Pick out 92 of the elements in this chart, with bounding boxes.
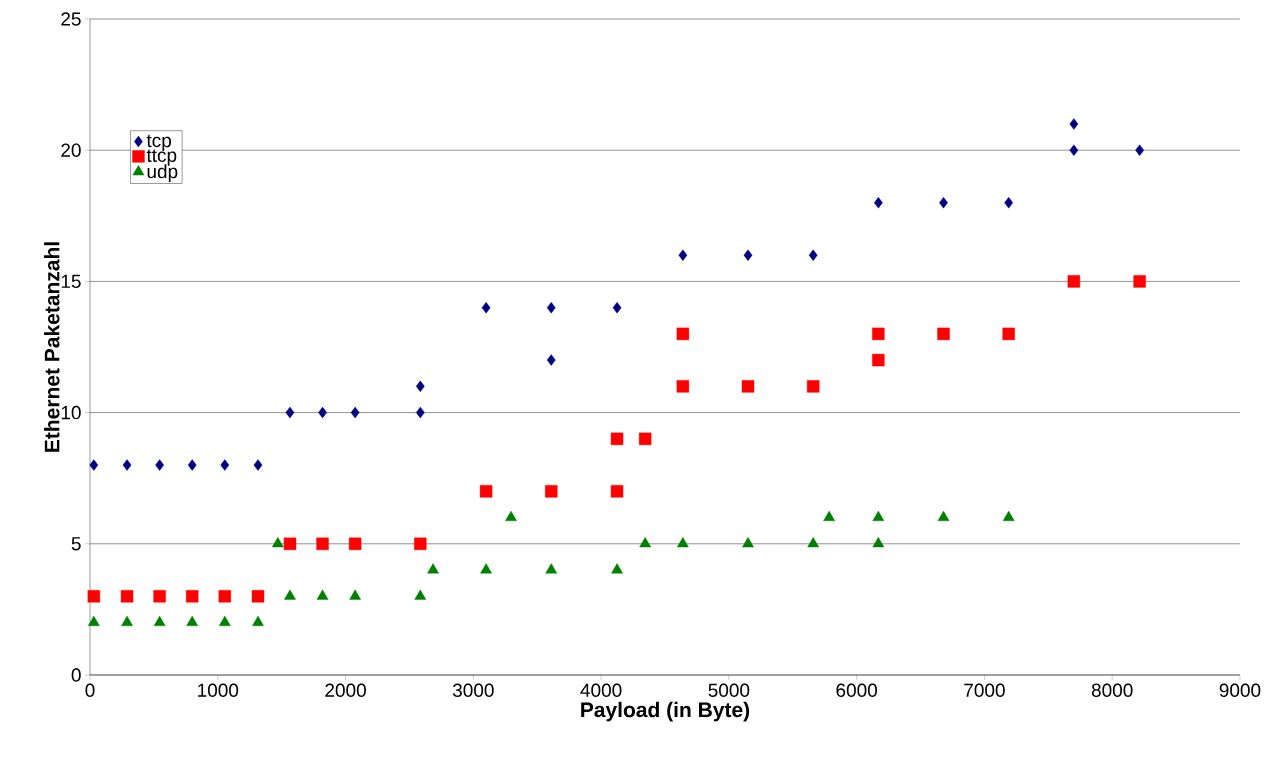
point <box>153 590 166 603</box>
point <box>505 510 517 522</box>
legend-label: tcp <box>146 134 171 151</box>
point <box>1002 510 1015 522</box>
point <box>1004 196 1014 209</box>
point <box>678 249 688 261</box>
point <box>1135 144 1144 156</box>
point <box>611 563 623 574</box>
x-tick-label: 1000 <box>198 683 239 697</box>
point <box>414 589 427 600</box>
point <box>153 615 166 626</box>
point <box>546 354 556 366</box>
point <box>186 590 199 603</box>
point <box>1069 118 1079 130</box>
legend-label: ttcp <box>146 149 177 166</box>
point <box>316 537 329 550</box>
point <box>89 459 99 471</box>
point <box>612 301 622 314</box>
x-tick-label: 9000 <box>1219 683 1261 697</box>
point <box>546 301 556 314</box>
point <box>187 459 197 471</box>
x-axis-title: Payload (in Byte) <box>581 701 750 722</box>
point <box>872 537 885 548</box>
x-tick-label: 3000 <box>452 683 494 697</box>
point <box>122 459 132 471</box>
point <box>283 537 297 550</box>
x-tick-label: 5000 <box>708 683 750 697</box>
point <box>427 563 439 574</box>
point <box>350 406 360 419</box>
point <box>186 615 199 626</box>
point <box>1002 327 1015 341</box>
point <box>218 590 231 603</box>
y-tick-label: 10 <box>61 405 81 420</box>
point <box>415 380 425 393</box>
x-tick-label: 6000 <box>836 683 878 697</box>
point <box>415 406 425 419</box>
x-tick-label: 0 <box>85 683 95 697</box>
point <box>639 537 651 548</box>
point <box>806 380 820 393</box>
point <box>823 510 835 522</box>
point <box>316 589 329 600</box>
point <box>545 485 558 498</box>
point <box>638 432 652 446</box>
point <box>480 563 492 574</box>
point <box>479 485 493 498</box>
x-tick-label: 2000 <box>325 683 366 697</box>
point <box>677 537 689 548</box>
y-axis-title: Ethernet Paketanzahl <box>44 242 60 452</box>
point <box>872 327 885 341</box>
point <box>220 459 230 471</box>
point <box>251 590 265 603</box>
x-tick-label: 4000 <box>580 683 622 697</box>
point <box>807 537 820 548</box>
point <box>1067 275 1081 288</box>
x-tick-label: 8000 <box>1091 683 1133 697</box>
point <box>272 537 284 548</box>
point <box>349 589 361 600</box>
x-tick-label: 7000 <box>964 683 1005 697</box>
point <box>414 537 427 550</box>
point <box>252 615 264 626</box>
point <box>872 353 885 367</box>
point <box>481 301 491 314</box>
point <box>610 432 624 446</box>
point <box>87 590 101 603</box>
y-tick-label: 20 <box>61 143 81 157</box>
point <box>1133 275 1146 288</box>
legend-label: udp <box>147 164 178 182</box>
point <box>545 563 558 574</box>
point <box>253 459 263 471</box>
point <box>742 537 754 548</box>
point <box>741 380 755 393</box>
point <box>937 327 950 341</box>
point <box>676 327 690 341</box>
point <box>285 406 295 419</box>
point <box>1069 144 1079 156</box>
point <box>88 615 100 626</box>
point <box>348 537 362 550</box>
y-tick-label: 5 <box>71 537 81 551</box>
point <box>120 590 134 603</box>
point <box>872 510 885 522</box>
point <box>808 249 818 261</box>
point <box>155 459 164 471</box>
point <box>676 380 690 393</box>
point <box>218 615 231 626</box>
y-tick-label: 0 <box>71 668 81 682</box>
y-tick-label: 15 <box>61 274 81 289</box>
point <box>121 615 133 626</box>
point <box>937 510 950 522</box>
point <box>284 589 296 600</box>
point <box>743 249 753 261</box>
point <box>610 485 624 498</box>
y-tick-label: 25 <box>61 12 81 26</box>
